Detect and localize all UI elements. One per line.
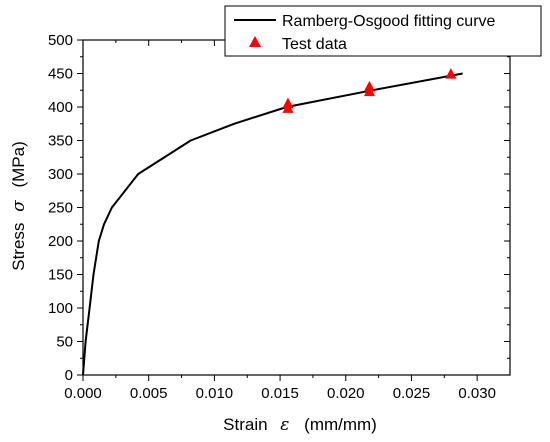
y-tick-label: 200: [48, 233, 73, 250]
x-tick-label: 0.020: [327, 385, 365, 402]
plot-frame: [82, 39, 511, 376]
test-data-point: [445, 68, 457, 79]
y-tick-label: 400: [48, 99, 73, 116]
ticks: [77, 39, 510, 381]
y-tick-label: 500: [48, 32, 73, 49]
y-tick-label: 100: [48, 300, 73, 317]
x-tick-label: 0.025: [393, 385, 431, 402]
tick-labels: 0.000 0.005 0.010 0.015 0.020 0.025 0.030 0 50 10…: [48, 32, 496, 402]
x-tick-label: 0.000: [64, 385, 102, 402]
legend-triangle-swatch: [249, 36, 261, 47]
legend-box: [224, 5, 542, 57]
x-tick-label: 0.010: [196, 385, 234, 402]
legend: Ramberg-Osgood fitting curve Test data: [224, 5, 542, 57]
legend-marker-label: Test data: [282, 36, 347, 53]
y-tick-label: 350: [48, 133, 73, 150]
y-tick-label: 250: [48, 200, 73, 217]
test-data-point: [363, 85, 375, 97]
x-axis-label: Strain ε (mm/mm): [223, 415, 377, 435]
y-tick-label: 300: [48, 166, 73, 183]
x-tick-label: 0.015: [261, 385, 299, 402]
plot-area: [82, 68, 463, 376]
fitting-curve-line: [82, 72, 463, 376]
legend-line-label: Ramberg-Osgood fitting curve: [282, 13, 496, 30]
y-tick-label: 450: [48, 66, 73, 83]
test-data-point: [282, 102, 294, 113]
axes: [82, 39, 511, 376]
y-axis-label: Stress σ (MPa): [9, 141, 29, 271]
x-tick-label: 0.030: [458, 385, 496, 402]
y-tick-label: 50: [56, 334, 73, 351]
y-tick-label: 150: [48, 267, 73, 284]
x-tick-label: 0.005: [130, 385, 168, 402]
y-tick-label: 0: [65, 367, 73, 384]
